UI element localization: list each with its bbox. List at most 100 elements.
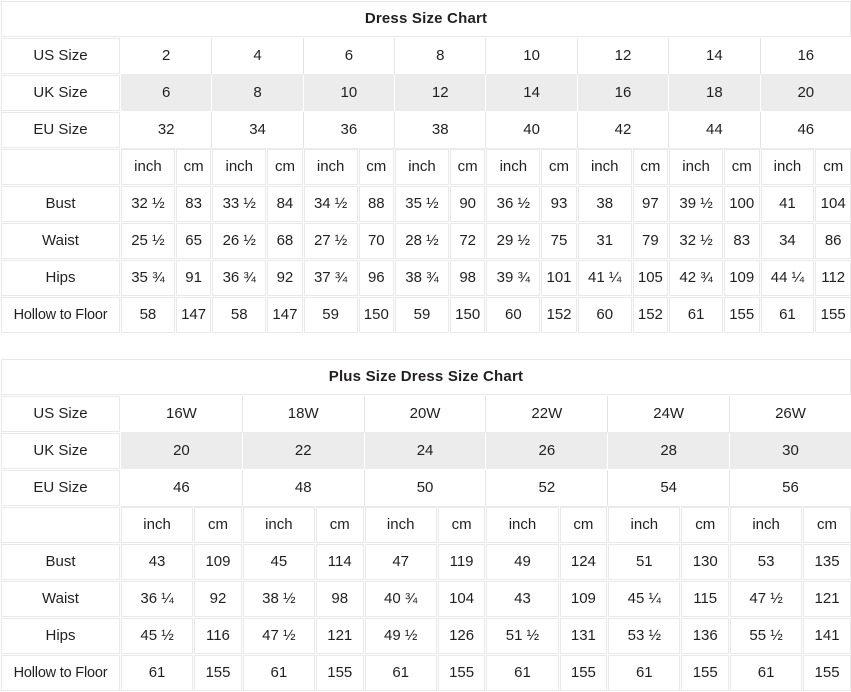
unit-inch-header: inch: [121, 507, 194, 544]
measure-inch-cell: 41: [760, 186, 815, 223]
measure-inch-cell: 61: [730, 655, 803, 692]
measure-cm-cell: 155: [815, 297, 851, 334]
measure-inch-cell: 61: [760, 297, 815, 334]
measure-inch-cell: 55 ½: [730, 618, 803, 655]
unit-inch-header: inch: [486, 149, 541, 186]
size-value-cell: 44: [669, 112, 760, 149]
measure-cm-cell: 152: [632, 297, 669, 334]
measure-cm-cell: 68: [267, 223, 304, 260]
measure-inch-cell: 38 ¾: [395, 260, 450, 297]
measure-cm-cell: 88: [358, 186, 395, 223]
measure-cm-cell: 119: [437, 544, 486, 581]
unit-inch-header: inch: [303, 149, 358, 186]
measure-inch-cell: 47 ½: [730, 581, 803, 618]
size-value-cell: 8: [212, 75, 303, 112]
measure-cm-cell: 83: [723, 223, 760, 260]
measure-inch-cell: 33 ½: [212, 186, 267, 223]
unit-inch-header: inch: [760, 149, 815, 186]
measure-inch-cell: 60: [486, 297, 541, 334]
unit-cm-header: cm: [315, 507, 364, 544]
size-value-cell: 20W: [364, 396, 486, 433]
measure-cm-cell: 114: [315, 544, 364, 581]
measure-cm-cell: 75: [541, 223, 578, 260]
unit-cm-header: cm: [194, 507, 243, 544]
measure-cm-cell: 109: [194, 544, 243, 581]
unit-inch-header: inch: [669, 149, 724, 186]
unit-cm-header: cm: [803, 507, 851, 544]
measure-cm-cell: 116: [194, 618, 243, 655]
measure-inch-cell: 38 ½: [242, 581, 315, 618]
size-value-cell: 6: [121, 75, 212, 112]
measure-cm-cell: 104: [815, 186, 851, 223]
measure-cm-cell: 98: [315, 581, 364, 618]
size-value-cell: 18: [669, 75, 760, 112]
measure-inch-cell: 51: [608, 544, 681, 581]
measure-inch-cell: 61: [669, 297, 724, 334]
size-value-cell: 54: [608, 470, 730, 507]
measure-cm-cell: 72: [449, 223, 486, 260]
unit-row-label: [1, 507, 121, 544]
size-value-cell: 22: [242, 433, 364, 470]
size-value-cell: 14: [486, 75, 577, 112]
measure-cm-cell: 65: [175, 223, 212, 260]
measure-inch-cell: 43: [121, 544, 194, 581]
unit-inch-header: inch: [212, 149, 267, 186]
measure-inch-cell: 47 ½: [242, 618, 315, 655]
measure-inch-cell: 58: [121, 297, 176, 334]
size-value-cell: 24: [364, 433, 486, 470]
row-label: US Size: [1, 396, 121, 433]
size-value-cell: 10: [486, 38, 577, 75]
measure-inch-cell: 61: [242, 655, 315, 692]
unit-cm-header: cm: [559, 507, 608, 544]
size-value-cell: 28: [608, 433, 730, 470]
measure-cm-cell: 83: [175, 186, 212, 223]
size-value-cell: 16W: [121, 396, 243, 433]
measure-inch-cell: 53 ½: [608, 618, 681, 655]
measure-cm-cell: 109: [723, 260, 760, 297]
measure-inch-cell: 37 ¾: [303, 260, 358, 297]
measure-inch-cell: 36 ¼: [121, 581, 194, 618]
size-value-cell: 22W: [486, 396, 608, 433]
measure-cm-cell: 152: [541, 297, 578, 334]
row-label: Hips: [1, 618, 121, 655]
size-value-cell: 56: [730, 470, 851, 507]
unit-cm-header: cm: [267, 149, 304, 186]
measure-inch-cell: 35 ¾: [121, 260, 176, 297]
measure-cm-cell: 93: [541, 186, 578, 223]
measure-cm-cell: 115: [681, 581, 730, 618]
measure-inch-cell: 60: [577, 297, 632, 334]
measure-inch-cell: 59: [395, 297, 450, 334]
size-value-cell: 30: [730, 433, 851, 470]
unit-inch-header: inch: [486, 507, 559, 544]
measure-inch-cell: 49: [486, 544, 559, 581]
size-value-cell: 16: [760, 38, 851, 75]
measure-inch-cell: 32 ½: [669, 223, 724, 260]
measure-cm-cell: 91: [175, 260, 212, 297]
size-value-cell: 36: [303, 112, 394, 149]
size-value-cell: 48: [242, 470, 364, 507]
measure-cm-cell: 121: [803, 581, 851, 618]
measure-inch-cell: 42 ¾: [669, 260, 724, 297]
measure-inch-cell: 40 ¾: [364, 581, 437, 618]
row-label: Bust: [1, 186, 121, 223]
row-label: Waist: [1, 581, 121, 618]
size-value-cell: 20: [760, 75, 851, 112]
unit-cm-header: cm: [449, 149, 486, 186]
size-value-cell: 24W: [608, 396, 730, 433]
size-value-cell: 10: [303, 75, 394, 112]
row-label: EU Size: [1, 112, 121, 149]
measure-inch-cell: 41 ¼: [577, 260, 632, 297]
measure-cm-cell: 109: [559, 581, 608, 618]
unit-inch-header: inch: [395, 149, 450, 186]
